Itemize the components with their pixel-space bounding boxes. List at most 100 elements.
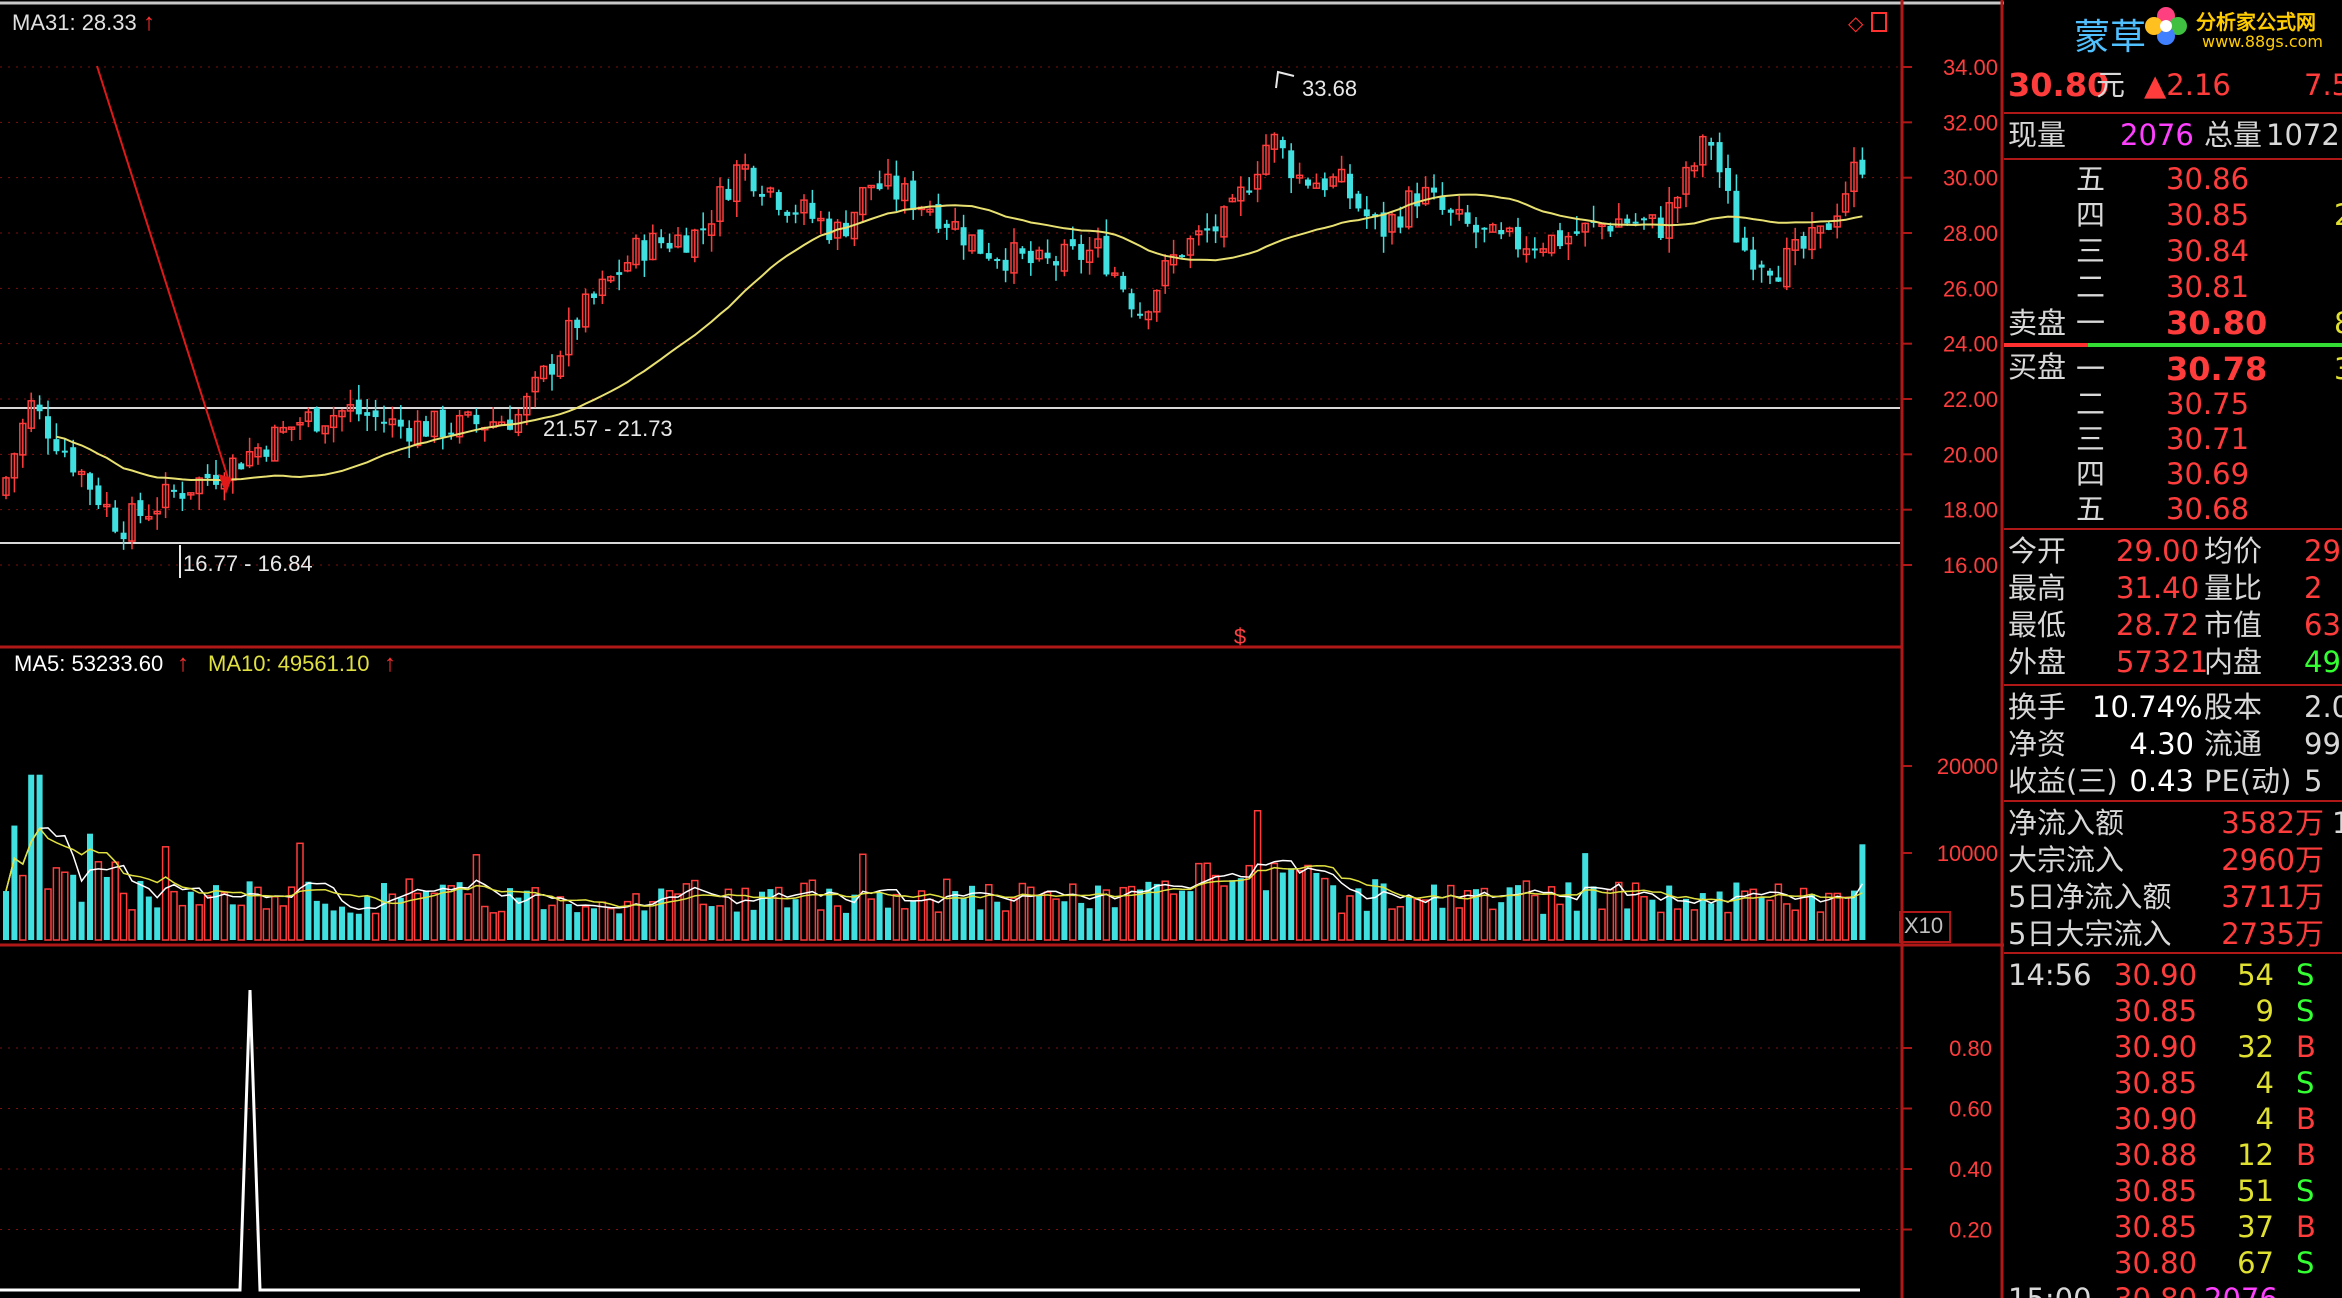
candle-body-up (1539, 248, 1547, 254)
volume-bar (1615, 881, 1623, 941)
buy-bar (2088, 343, 2342, 347)
volume-bar (1749, 888, 1757, 941)
candle-body-down (397, 419, 404, 427)
chart-area[interactable]: 34.00 32.00 30.00 28.00 26.00 24.00 22.00 20.00… (0, 0, 2004, 1298)
volume-bar (1439, 907, 1446, 940)
candle-body-up (691, 229, 699, 258)
candle-body-up (1220, 206, 1228, 238)
candle-body-down (666, 242, 673, 249)
volume-axis-ticks: 20000 10000 (1902, 754, 1998, 866)
volume-bar (1229, 880, 1236, 940)
candle-body-up (1060, 243, 1069, 272)
volume-bar (767, 889, 774, 940)
volume-bar (885, 907, 891, 940)
candle-body-up (1421, 186, 1430, 205)
candle-body-down (1288, 150, 1295, 179)
candle-body-up (1816, 225, 1825, 234)
tick-vol: 4 (2255, 1066, 2274, 1100)
candle-body-down (1657, 217, 1664, 239)
volume-bar (70, 874, 77, 940)
volume-bar (381, 883, 387, 940)
y-tick-label: 26.00 (1943, 276, 1998, 301)
candle-body-up (1295, 174, 1304, 179)
flow-extra: 1 (2332, 806, 2342, 840)
volume-bar (1195, 862, 1203, 941)
volume-bar (1774, 883, 1783, 941)
volume-bar (128, 909, 136, 941)
y-tick-label: 28.00 (1943, 221, 1998, 246)
candle-body-down (549, 363, 555, 375)
candle-body-up (19, 422, 27, 456)
indicator-tick-label: 0.20 (1949, 1218, 1992, 1243)
candle-body-down (1246, 190, 1253, 193)
candle-body-down (843, 222, 849, 237)
volume-bar (52, 867, 61, 941)
candle-body-up (1186, 237, 1195, 256)
candle-body-up (1648, 214, 1657, 220)
volume-bar (1809, 893, 1815, 940)
candle-body-down (725, 188, 732, 200)
volume-bar (1540, 913, 1547, 940)
candle-body-down (1741, 237, 1748, 251)
ma31-label: MA31: 28.33 (12, 10, 137, 35)
candle-body-up (195, 477, 203, 495)
candle-body-up (279, 426, 287, 433)
candle-body-down (1137, 313, 1143, 316)
tick-price: 30.85 (2114, 1066, 2198, 1100)
candle-body-up (867, 184, 875, 189)
tick-vol: 32 (2237, 1030, 2274, 1064)
candle-body-up (128, 503, 136, 542)
candle-body-down (1515, 226, 1521, 250)
volume-bar (1673, 908, 1682, 941)
volume-bar (775, 886, 783, 941)
volume-bar (1421, 899, 1430, 941)
candle-body-up (1783, 247, 1791, 288)
tick-side: B (2296, 1138, 2316, 1172)
volume-bar (1851, 890, 1857, 940)
volume-bar (1069, 883, 1077, 941)
volume-bar (1758, 897, 1765, 940)
buy-level-price: 30.75 (2166, 387, 2250, 421)
candle-body-up (145, 515, 153, 520)
candle-body-up (1673, 196, 1682, 209)
volume-bar (111, 861, 119, 941)
y-tick-label: 30.00 (1943, 166, 1998, 191)
tick-vol: 12 (2237, 1138, 2274, 1172)
candle-body-up (10, 453, 19, 479)
candle-body-down (683, 235, 690, 253)
candle-body-down (1439, 196, 1446, 210)
buy-level-label: 一 (2076, 352, 2106, 386)
candle-body-up (859, 186, 867, 216)
volume-bar (154, 907, 161, 940)
volume-bar (87, 833, 93, 940)
volume-bar (1052, 898, 1060, 941)
volume-bar (1337, 912, 1346, 941)
volume-bar (1498, 902, 1505, 940)
candle-body-down (1725, 168, 1731, 191)
flow-label: 大宗流入 (2008, 843, 2125, 877)
volume-bar (1473, 889, 1479, 940)
maximize-icon[interactable] (1871, 12, 1887, 32)
price-grid (0, 66, 1900, 566)
candle-body-up (464, 411, 472, 416)
volume-bar (430, 892, 439, 941)
stat2-label: 流通 (2204, 727, 2263, 761)
candle-body-up (1388, 213, 1396, 233)
volume-bar (145, 896, 152, 940)
buy-level-price: 30.69 (2166, 457, 2250, 491)
flow-value: 3582万 (2221, 806, 2324, 840)
volume-bar (287, 886, 296, 941)
volume-bar (892, 893, 901, 941)
candle-body-up (565, 319, 573, 356)
volume-bar (565, 904, 572, 940)
tick-vol: 51 (2237, 1174, 2274, 1208)
window-control-icon[interactable]: ◇ (1848, 13, 1864, 35)
volume-bar (750, 909, 757, 940)
candle-body-up (531, 376, 539, 393)
total-vol-label: 总量 (2204, 118, 2263, 152)
volume-bar (313, 900, 320, 940)
candle-body-up (1329, 176, 1337, 187)
volume-bar (472, 854, 481, 941)
candle-body-up (77, 470, 86, 476)
volume-bar (665, 890, 674, 941)
